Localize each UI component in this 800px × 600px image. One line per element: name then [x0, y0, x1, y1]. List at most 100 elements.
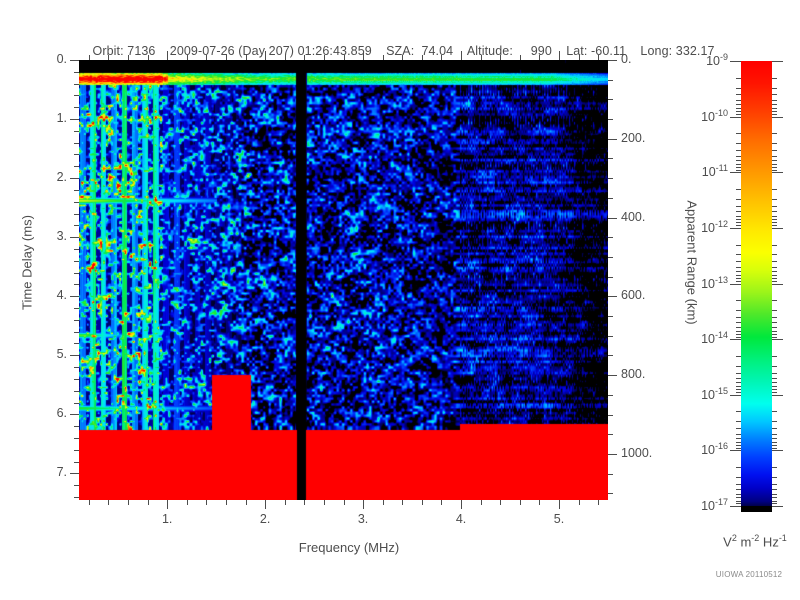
y-tick-left — [70, 237, 79, 238]
x-tick-top — [89, 55, 90, 60]
colorbar-minor-tick — [772, 156, 777, 157]
x-tick-top — [559, 51, 560, 60]
colorbar-tick-label: 10-17 — [701, 497, 728, 514]
colorbar-minor-tick — [736, 317, 741, 318]
colorbar-minor-tick — [736, 216, 741, 217]
y-tick-label-left: 0. — [56, 52, 67, 66]
colorbar-minor-tick — [736, 114, 741, 115]
y-tick-right — [608, 336, 613, 337]
colorbar-minor-tick — [772, 484, 777, 485]
colorbar-minor-tick — [772, 382, 777, 383]
colorbar-minor-tick — [772, 477, 777, 478]
y-tick-right — [608, 119, 613, 120]
colorbar-minor-tick — [772, 222, 777, 223]
y-tick-left — [74, 485, 79, 486]
x-tick — [579, 500, 580, 505]
y-tick-label-right: 200. — [621, 130, 646, 145]
y-tick-left — [74, 225, 79, 226]
x-tick — [108, 500, 109, 505]
colorbar-minor-tick — [772, 88, 777, 89]
y-tick-left — [74, 273, 79, 274]
colorbar-minor-tick — [736, 278, 741, 279]
colorbar-minor-tick — [772, 114, 777, 115]
colorbar-minor-tick — [772, 104, 777, 105]
x-tick — [344, 500, 345, 505]
colorbar-minor-tick — [736, 366, 741, 367]
colorbar-minor-tick — [772, 386, 777, 387]
colorbar-minor-tick — [772, 245, 777, 246]
colorbar-minor-tick — [772, 300, 777, 301]
colorbar-minor-tick — [772, 111, 777, 112]
colorbar-minor-tick — [772, 133, 777, 134]
colorbar-tick-label: 10-13 — [701, 274, 728, 291]
colorbar-minor-tick — [772, 267, 777, 268]
y-tick-left — [74, 462, 79, 463]
x-tick-top — [344, 55, 345, 60]
x-tick-top — [285, 55, 286, 60]
y-tick-left — [74, 497, 79, 498]
y-tick-label-right: 600. — [621, 288, 646, 303]
colorbar-minor-tick — [772, 225, 777, 226]
y-tick-right — [608, 218, 617, 219]
colorbar-minor-tick — [736, 88, 741, 89]
colorbar-minor-tick — [736, 111, 741, 112]
x-tick-top — [383, 55, 384, 60]
y-tick-right — [608, 395, 613, 396]
colorbar-minor-tick — [772, 219, 777, 220]
colorbar-minor-tick — [772, 442, 777, 443]
colorbar-minor-tick — [772, 331, 777, 332]
x-tick-top — [108, 55, 109, 60]
x-tick-top — [461, 51, 462, 60]
x-tick — [520, 500, 521, 505]
y-tick-right — [608, 316, 613, 317]
x-tick-label: 1. — [161, 512, 173, 526]
y-tick-left — [74, 249, 79, 250]
colorbar-gradient — [741, 61, 772, 506]
y-tick-label-right: 400. — [621, 209, 646, 224]
y-tick-right — [608, 474, 613, 475]
colorbar-minor-tick — [736, 222, 741, 223]
x-tick-top — [520, 55, 521, 60]
colorbar-minor-tick — [772, 378, 777, 379]
colorbar-minor-tick — [772, 494, 777, 495]
colorbar-minor-tick — [772, 356, 777, 357]
plot-header: Orbit: 7136 2009-07-26 (Day 207) 01:26:4… — [0, 30, 800, 58]
colorbar-tick-label: 10-15 — [701, 385, 728, 402]
colorbar-minor-tick — [736, 327, 741, 328]
y-tick-left — [74, 214, 79, 215]
colorbar-minor-tick — [772, 167, 777, 168]
x-tick — [246, 500, 247, 505]
colorbar-major-tick — [772, 506, 783, 507]
x-tick-top — [363, 51, 364, 60]
colorbar-minor-tick — [772, 434, 777, 435]
y-tick-right — [608, 99, 613, 100]
colorbar-tick-label: 10-9 — [706, 52, 728, 69]
colorbar-minor-tick — [772, 373, 777, 374]
colorbar-minor-tick — [736, 373, 741, 374]
colorbar-minor-tick — [736, 206, 741, 207]
y-tick-left — [70, 473, 79, 474]
colorbar-minor-tick — [772, 254, 777, 255]
x-tick — [128, 500, 129, 505]
y-tick-left — [70, 414, 79, 415]
colorbar-minor-tick — [772, 421, 777, 422]
y-tick-left — [70, 119, 79, 120]
colorbar-minor-tick — [736, 211, 741, 212]
y-tick-left — [74, 143, 79, 144]
colorbar-tick-label: 10-16 — [701, 441, 728, 458]
y-tick-right — [608, 139, 617, 140]
x-tick — [461, 500, 462, 509]
colorbar-minor-tick — [772, 199, 777, 200]
colorbar-minor-tick — [736, 281, 741, 282]
colorbar-minor-tick — [772, 278, 777, 279]
colorbar-minor-tick — [772, 206, 777, 207]
colorbar-minor-tick — [736, 164, 741, 165]
y-tick-left — [74, 261, 79, 262]
colorbar-major-tick — [772, 61, 783, 62]
x-tick — [598, 500, 599, 505]
colorbar-minor-tick — [736, 100, 741, 101]
colorbar-minor-tick — [736, 501, 741, 502]
colorbar-major-tick — [772, 284, 783, 285]
x-tick-top — [324, 55, 325, 60]
x-tick-top — [422, 55, 423, 60]
